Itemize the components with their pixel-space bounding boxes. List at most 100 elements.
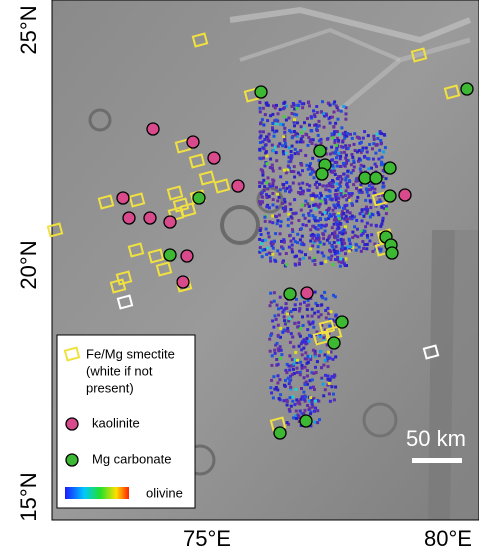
olivine-pixel bbox=[307, 321, 310, 324]
olivine-pixel bbox=[275, 206, 278, 209]
olivine-pixel bbox=[300, 209, 303, 212]
olivine-pixel bbox=[363, 243, 366, 246]
olivine-pixel bbox=[385, 212, 388, 215]
olivine-pixel bbox=[314, 353, 317, 356]
olivine-pixel bbox=[293, 212, 296, 215]
olivine-pixel bbox=[304, 357, 307, 360]
olivine-pixel bbox=[343, 173, 346, 176]
olivine-pixel bbox=[293, 130, 296, 133]
olivine-pixel bbox=[289, 208, 292, 211]
olivine-pixel bbox=[261, 201, 264, 204]
olivine-pixel bbox=[263, 189, 266, 192]
olivine-pixel bbox=[324, 202, 327, 205]
olivine-pixel bbox=[273, 388, 276, 391]
olivine-pixel bbox=[279, 296, 282, 299]
olivine-pixel bbox=[309, 228, 312, 231]
olivine-pixel bbox=[299, 149, 302, 152]
olivine-pixel bbox=[351, 231, 354, 234]
olivine-pixel bbox=[334, 258, 337, 261]
olivine-pixel bbox=[285, 307, 288, 310]
olivine-pixel bbox=[320, 313, 323, 316]
olivine-pixel bbox=[296, 367, 299, 370]
olivine-pixel bbox=[317, 206, 320, 209]
legend-olivine-ramp bbox=[65, 487, 129, 499]
olivine-pixel bbox=[308, 256, 311, 259]
olivine-pixel bbox=[303, 121, 306, 124]
olivine-pixel bbox=[367, 134, 370, 137]
olivine-pixel bbox=[271, 253, 274, 256]
olivine-pixel bbox=[264, 239, 267, 242]
olivine-pixel bbox=[318, 183, 321, 186]
olivine-pixel bbox=[260, 192, 263, 195]
olivine-pixel bbox=[261, 182, 264, 185]
olivine-pixel bbox=[334, 196, 337, 199]
olivine-pixel bbox=[279, 393, 282, 396]
olivine-pixel bbox=[295, 417, 298, 420]
olivine-pixel bbox=[312, 109, 315, 112]
olivine-pixel bbox=[309, 358, 312, 361]
olivine-pixel bbox=[311, 142, 314, 145]
olivine-pixel bbox=[363, 130, 366, 133]
olivine-pixel bbox=[309, 240, 312, 243]
olivine-pixel bbox=[345, 159, 348, 162]
olivine-pixel bbox=[372, 158, 375, 161]
olivine-pixel bbox=[300, 131, 303, 134]
olivine-pixel bbox=[261, 196, 264, 199]
olivine-pixel bbox=[363, 156, 366, 159]
olivine-pixel bbox=[333, 250, 336, 253]
olivine-pixel bbox=[334, 122, 337, 125]
olivine-pixel bbox=[332, 213, 335, 216]
olivine-pixel bbox=[345, 162, 348, 165]
olivine-pixel bbox=[316, 409, 319, 412]
olivine-pixel bbox=[350, 163, 353, 166]
olivine-pixel bbox=[362, 247, 365, 250]
olivine-pixel bbox=[380, 132, 383, 135]
olivine-pixel bbox=[308, 214, 311, 217]
olivine-pixel bbox=[261, 174, 264, 177]
olivine-pixel bbox=[359, 167, 362, 170]
olivine-pixel bbox=[365, 212, 368, 215]
olivine-pixel bbox=[287, 224, 290, 227]
olivine-pixel bbox=[294, 388, 297, 391]
olivine-pixel bbox=[258, 101, 261, 104]
olivine-pixel bbox=[316, 360, 319, 363]
olivine-pixel bbox=[332, 204, 335, 207]
olivine-pixel bbox=[288, 146, 291, 149]
olivine-pixel bbox=[313, 176, 316, 179]
olivine-pixel bbox=[292, 170, 295, 173]
scale-bar bbox=[412, 458, 462, 463]
carbonate-marker bbox=[328, 337, 340, 349]
olivine-pixel bbox=[330, 385, 333, 388]
olivine-pixel bbox=[298, 258, 301, 261]
olivine-pixel bbox=[291, 395, 294, 398]
olivine-pixel bbox=[344, 247, 347, 250]
olivine-pixel bbox=[326, 239, 329, 242]
olivine-pixel bbox=[268, 338, 271, 341]
olivine-pixel bbox=[322, 383, 325, 386]
olivine-pixel bbox=[304, 133, 307, 136]
olivine-pixel bbox=[275, 159, 278, 162]
olivine-pixel bbox=[301, 204, 304, 207]
olivine-pixel bbox=[297, 414, 300, 417]
olivine-pixel bbox=[311, 157, 314, 160]
olivine-pixel bbox=[275, 151, 278, 154]
olivine-pixel bbox=[331, 170, 334, 173]
kaolinite-marker bbox=[147, 123, 159, 135]
olivine-pixel bbox=[369, 216, 372, 219]
olivine-pixel bbox=[272, 203, 275, 206]
olivine-pixel bbox=[288, 317, 291, 320]
olivine-pixel bbox=[324, 230, 327, 233]
olivine-pixel bbox=[309, 386, 312, 389]
olivine-pixel bbox=[276, 199, 279, 202]
olivine-pixel bbox=[284, 385, 287, 388]
olivine-pixel bbox=[293, 165, 296, 168]
olivine-pixel bbox=[266, 247, 269, 250]
olivine-pixel bbox=[353, 143, 356, 146]
olivine-pixel bbox=[313, 113, 316, 116]
olivine-pixel bbox=[264, 113, 267, 116]
olivine-pixel bbox=[271, 215, 274, 218]
olivine-pixel bbox=[337, 109, 340, 112]
olivine-pixel bbox=[290, 332, 293, 335]
olivine-pixel bbox=[346, 132, 349, 135]
olivine-pixel bbox=[286, 327, 289, 330]
